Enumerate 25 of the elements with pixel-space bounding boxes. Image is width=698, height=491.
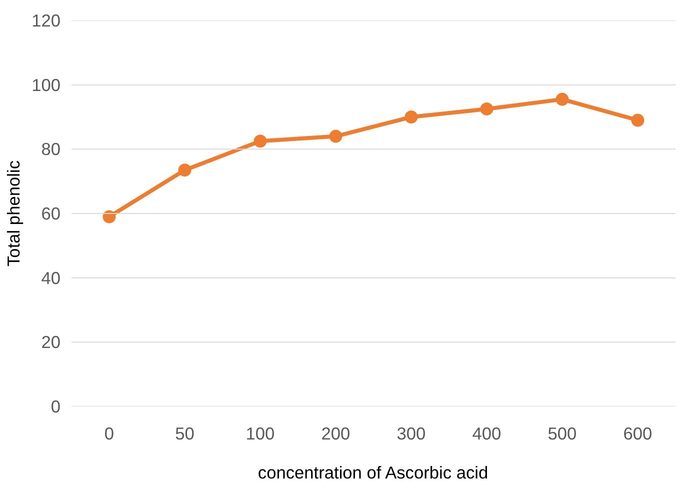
y-tick-label: 60 — [41, 204, 61, 224]
y-tick-label: 20 — [41, 332, 61, 352]
y-tick-label: 0 — [50, 396, 61, 416]
x-tick-label: 400 — [472, 424, 502, 444]
point — [178, 164, 192, 177]
x-axis-title: concentration of Ascorbic acid — [258, 462, 488, 482]
x-tick-label: 200 — [321, 424, 350, 444]
point — [556, 92, 569, 106]
x-tick-label: 0 — [104, 424, 114, 444]
y-tick-label: 100 — [32, 74, 61, 95]
point — [254, 134, 267, 148]
point — [480, 102, 494, 116]
x-tick-label: 600 — [623, 424, 652, 444]
x-tick-label: 500 — [548, 424, 577, 444]
point — [102, 210, 116, 224]
x-tick-label: 100 — [246, 424, 275, 444]
y-tick-label: 80 — [41, 139, 61, 160]
point — [404, 110, 418, 124]
y-axis-title: Total phenolic — [4, 160, 24, 266]
x-tick-label: 50 — [175, 424, 194, 444]
point — [631, 114, 644, 127]
y-tick-label: 40 — [41, 268, 61, 288]
point — [329, 130, 342, 143]
y-tick-label: 120 — [32, 10, 61, 30]
x-tick-label: 300 — [396, 424, 426, 444]
